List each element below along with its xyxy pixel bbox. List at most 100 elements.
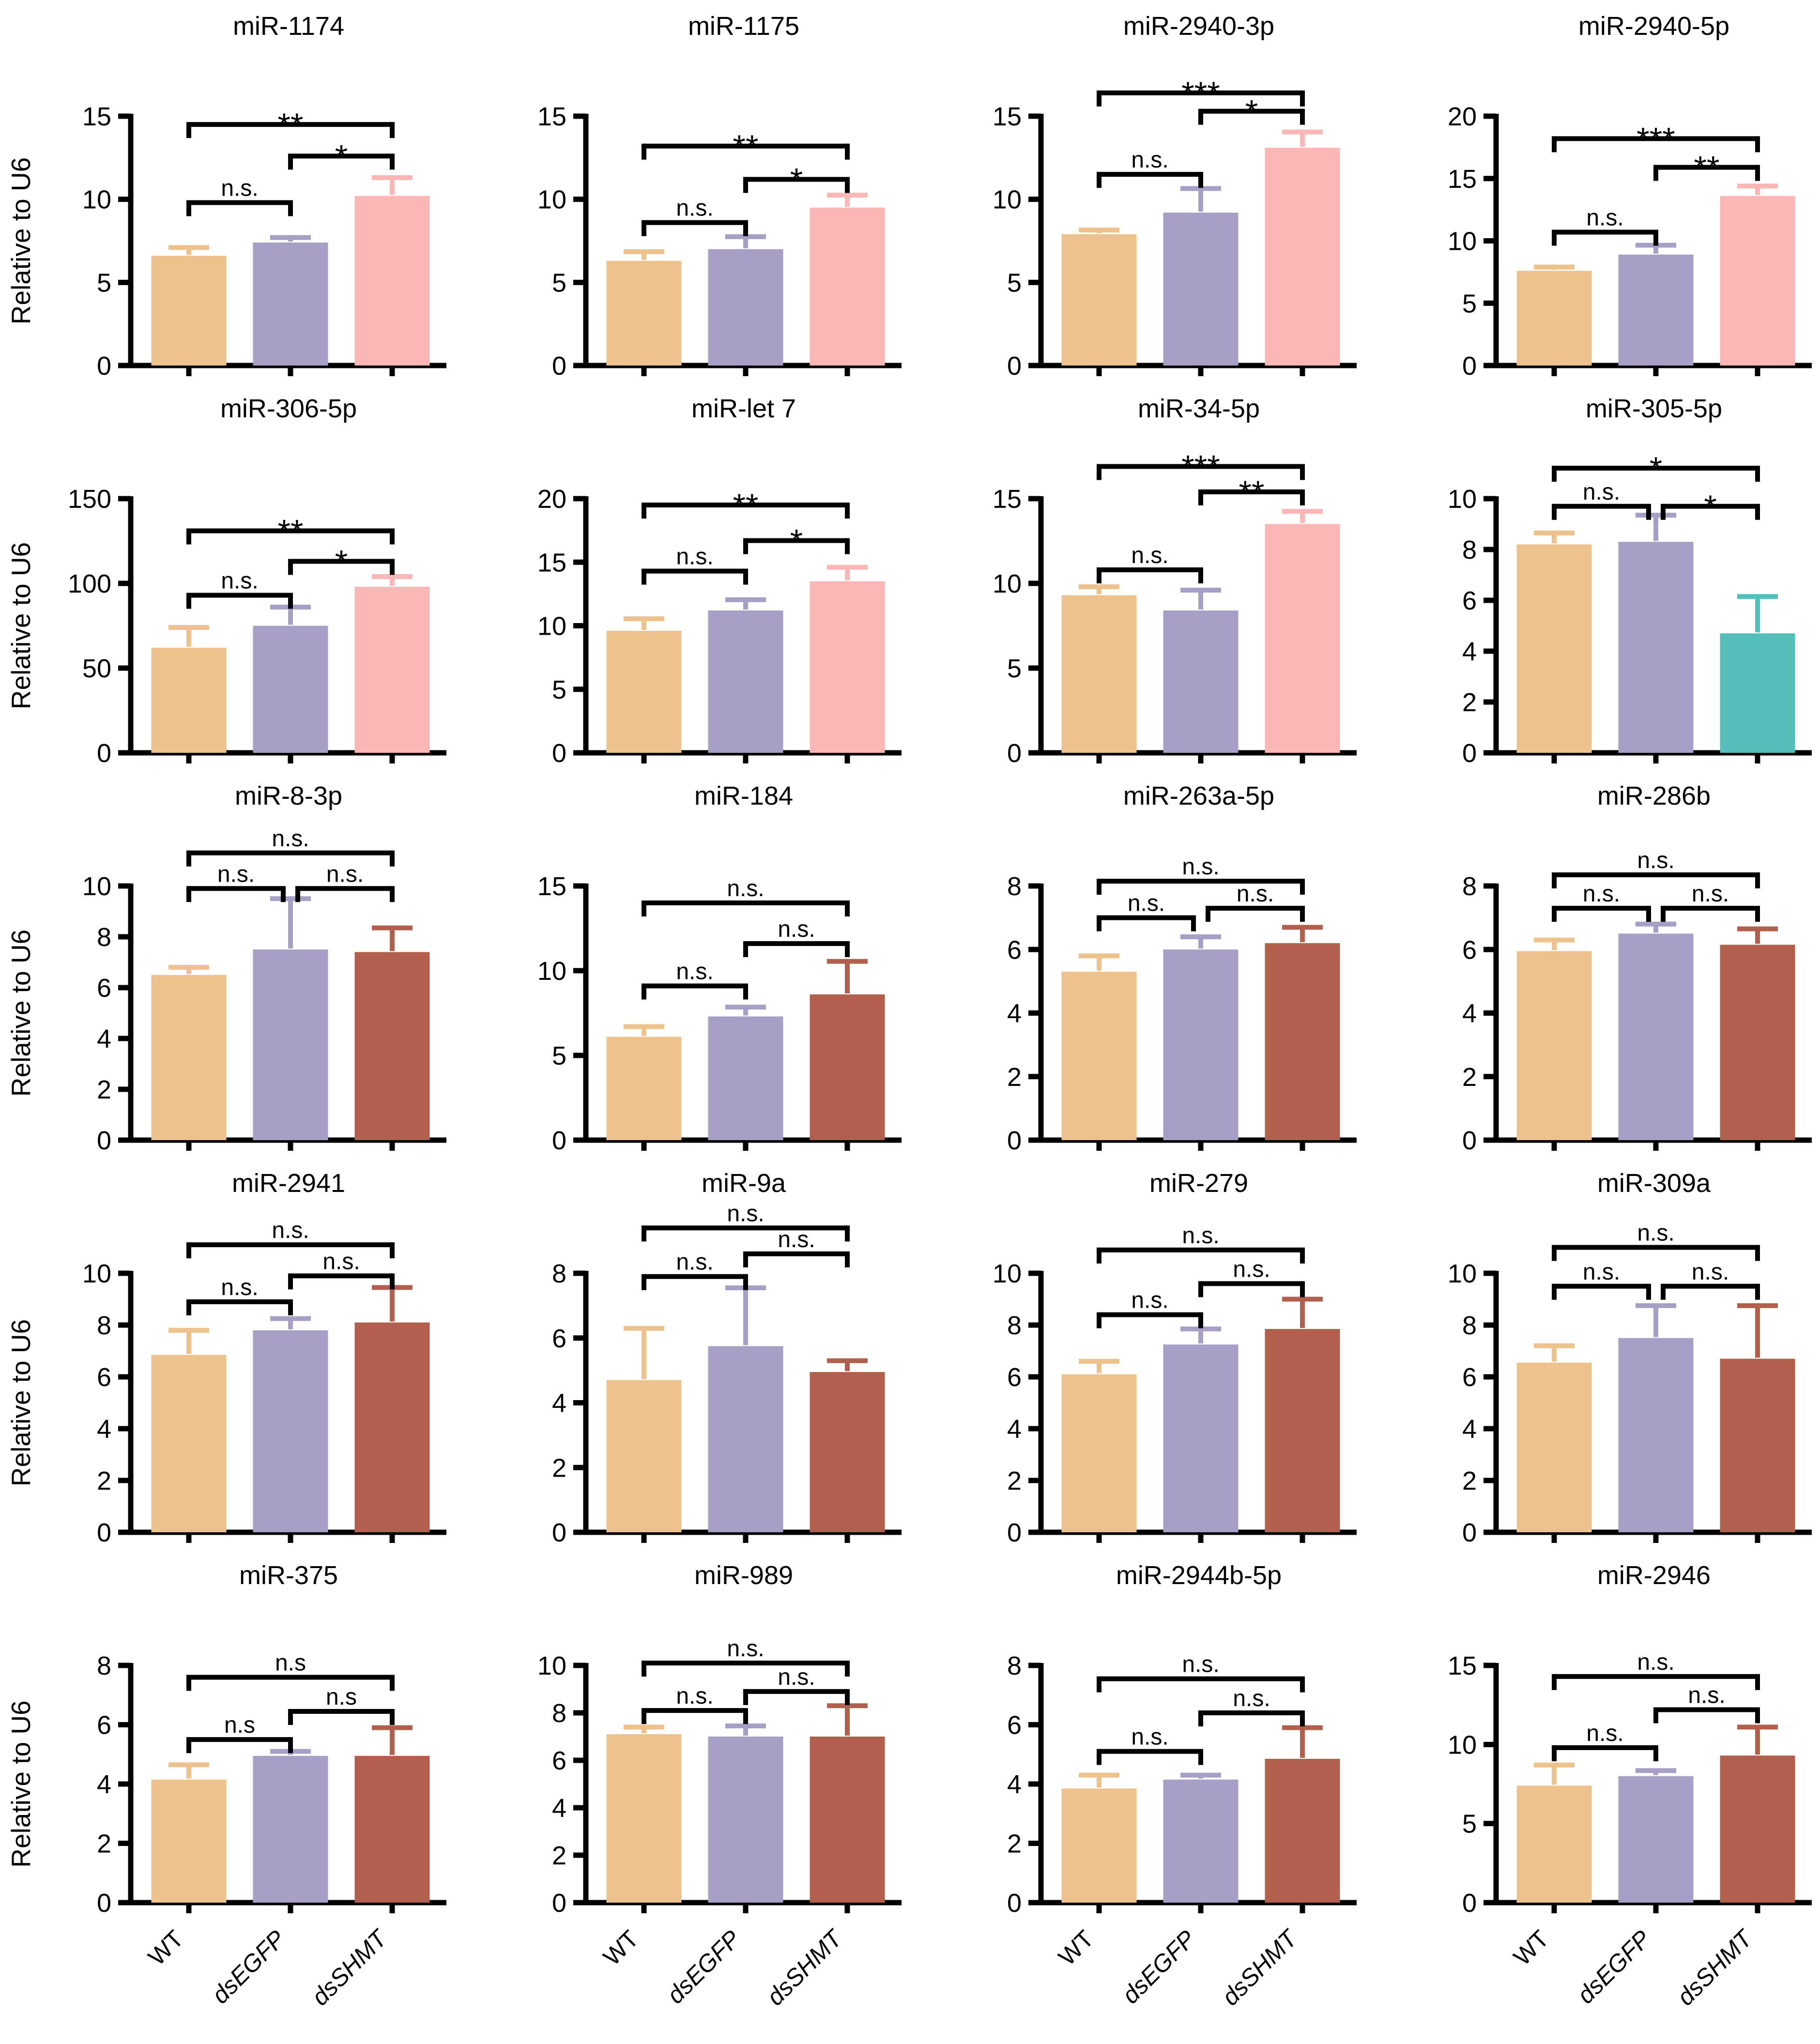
y-tick-label: 8: [552, 1699, 566, 1728]
y-tick-label: 8: [97, 1651, 111, 1680]
bar-dsegfp: [1618, 933, 1694, 1140]
y-tick-label: 100: [68, 569, 111, 598]
y-tick-label: 2: [1462, 1466, 1477, 1495]
bar-dsshmt: [1265, 943, 1340, 1140]
bar-dsegfp: [253, 949, 328, 1140]
y-tick-label: 0: [97, 739, 111, 768]
y-tick-label: 6: [1462, 586, 1477, 615]
y-tick-label: 2: [1462, 1063, 1477, 1092]
bar-dsegfp: [253, 1755, 328, 1903]
y-tick-label: 0: [1462, 739, 1477, 768]
chart-title: miR-184: [694, 781, 793, 810]
y-tick-label: 8: [1007, 1311, 1022, 1340]
y-tick-label: 150: [68, 485, 111, 514]
x-tick-label: WT: [598, 1925, 644, 1971]
bar-wt: [151, 648, 227, 753]
y-tick-label: 4: [1462, 1415, 1477, 1444]
y-axis-label: Relative to U6: [6, 157, 36, 324]
bar-dsshmt: [354, 587, 430, 753]
bar-dsshmt: [1720, 1358, 1795, 1532]
y-tick-label: 10: [82, 185, 111, 214]
y-tick-label: 10: [993, 185, 1022, 214]
y-tick-label: 5: [1462, 1810, 1477, 1839]
bar-dsegfp: [1618, 1338, 1694, 1532]
sig-label: n.s.: [1233, 1256, 1270, 1282]
chart-title: miR-305-5p: [1586, 394, 1722, 423]
bar-dsshmt: [1265, 148, 1340, 366]
sig-label: n.s.: [727, 1201, 764, 1226]
y-tick-label: 10: [1448, 485, 1477, 514]
y-axis-label: Relative to U6: [6, 1319, 36, 1486]
sig-label: n.s.: [1692, 881, 1729, 907]
bar-dsegfp: [708, 610, 783, 753]
y-tick-label: 6: [1007, 1363, 1022, 1392]
bar-wt: [606, 1037, 682, 1140]
sig-label: n.s.: [1237, 881, 1274, 907]
y-tick-label: 6: [1462, 1363, 1477, 1392]
y-tick-label: 10: [537, 612, 566, 641]
y-tick-label: 4: [1007, 1415, 1022, 1444]
y-tick-label: 8: [1007, 872, 1022, 901]
x-tick-label: dsSHMT: [762, 1924, 849, 2011]
y-tick-label: 8: [97, 923, 111, 952]
sig-label: ***: [1181, 449, 1220, 486]
sig-label: n.s.: [221, 176, 258, 201]
y-tick-label: 10: [82, 1259, 111, 1288]
y-tick-label: 5: [552, 268, 566, 297]
bar-dsegfp: [1163, 610, 1239, 753]
y-tick-label: 6: [1007, 935, 1022, 964]
y-tick-label: 5: [97, 268, 111, 297]
sig-label: n.s.: [727, 876, 764, 901]
y-tick-label: 15: [1448, 1651, 1477, 1680]
sig-label: n.s: [275, 1650, 306, 1676]
y-tick-label: 15: [537, 548, 566, 577]
chart-title: miR-1174: [233, 12, 344, 41]
y-tick-label: 0: [97, 1889, 111, 1918]
chart-title: miR-9a: [702, 1169, 786, 1198]
y-tick-label: 5: [1007, 654, 1022, 683]
bar-dsshmt: [354, 1755, 430, 1903]
y-tick-label: 4: [97, 1415, 111, 1444]
y-tick-label: 6: [97, 974, 111, 1003]
sig-label: n.s.: [778, 1664, 815, 1690]
chart-title: miR-2940-5p: [1578, 12, 1729, 41]
y-tick-label: 5: [552, 1041, 566, 1070]
bar-dsegfp: [253, 625, 328, 753]
y-tick-label: 0: [552, 1518, 566, 1547]
bar-wt: [1516, 1362, 1592, 1532]
y-tick-label: 15: [537, 102, 566, 131]
sig-label: n.s.: [676, 1250, 713, 1275]
y-tick-label: 15: [1448, 165, 1477, 194]
y-tick-label: 5: [552, 675, 566, 704]
bar-dsegfp: [708, 1737, 783, 1903]
chart-panel-miR-279: miR-279 0 2 4 6 8 10 n.s. n.s. n.s.: [993, 1169, 1357, 1547]
sig-label: n.s.: [1637, 1649, 1674, 1675]
bar-dsshmt: [1720, 945, 1795, 1140]
sig-label: n.s.: [778, 1227, 815, 1252]
y-tick-label: 2: [1007, 1466, 1022, 1495]
bar-dsshmt: [1265, 524, 1340, 753]
bar-dsegfp: [1618, 1776, 1694, 1903]
y-tick-label: 2: [97, 1075, 111, 1104]
sig-label: n.s: [326, 1684, 357, 1710]
y-tick-label: 6: [552, 1324, 566, 1353]
sig-label: n.s.: [1131, 1288, 1168, 1313]
sig-label: n.s.: [272, 1218, 309, 1243]
sig-label: n.s.: [322, 1249, 360, 1274]
x-tick-label: dsSHMT: [1217, 1924, 1304, 2011]
y-tick-label: 8: [1007, 1651, 1022, 1680]
bar-dsshmt: [1265, 1329, 1340, 1532]
y-tick-label: 4: [97, 1024, 111, 1053]
bar-dsegfp: [708, 1016, 783, 1140]
bar-dsshmt: [354, 952, 430, 1140]
sig-label: n.s.: [1182, 1223, 1219, 1249]
y-tick-label: 0: [1007, 1518, 1022, 1547]
bar-dsegfp: [1163, 949, 1239, 1140]
bar-wt: [1061, 1374, 1137, 1532]
chart-panel-miR-309a: miR-309a 0 2 4 6 8 10 n.s. n.s. n.s.: [1448, 1169, 1812, 1547]
bar-dsegfp: [253, 1330, 328, 1532]
sig-label: ***: [1181, 75, 1220, 112]
y-tick-label: 2: [552, 1453, 566, 1482]
